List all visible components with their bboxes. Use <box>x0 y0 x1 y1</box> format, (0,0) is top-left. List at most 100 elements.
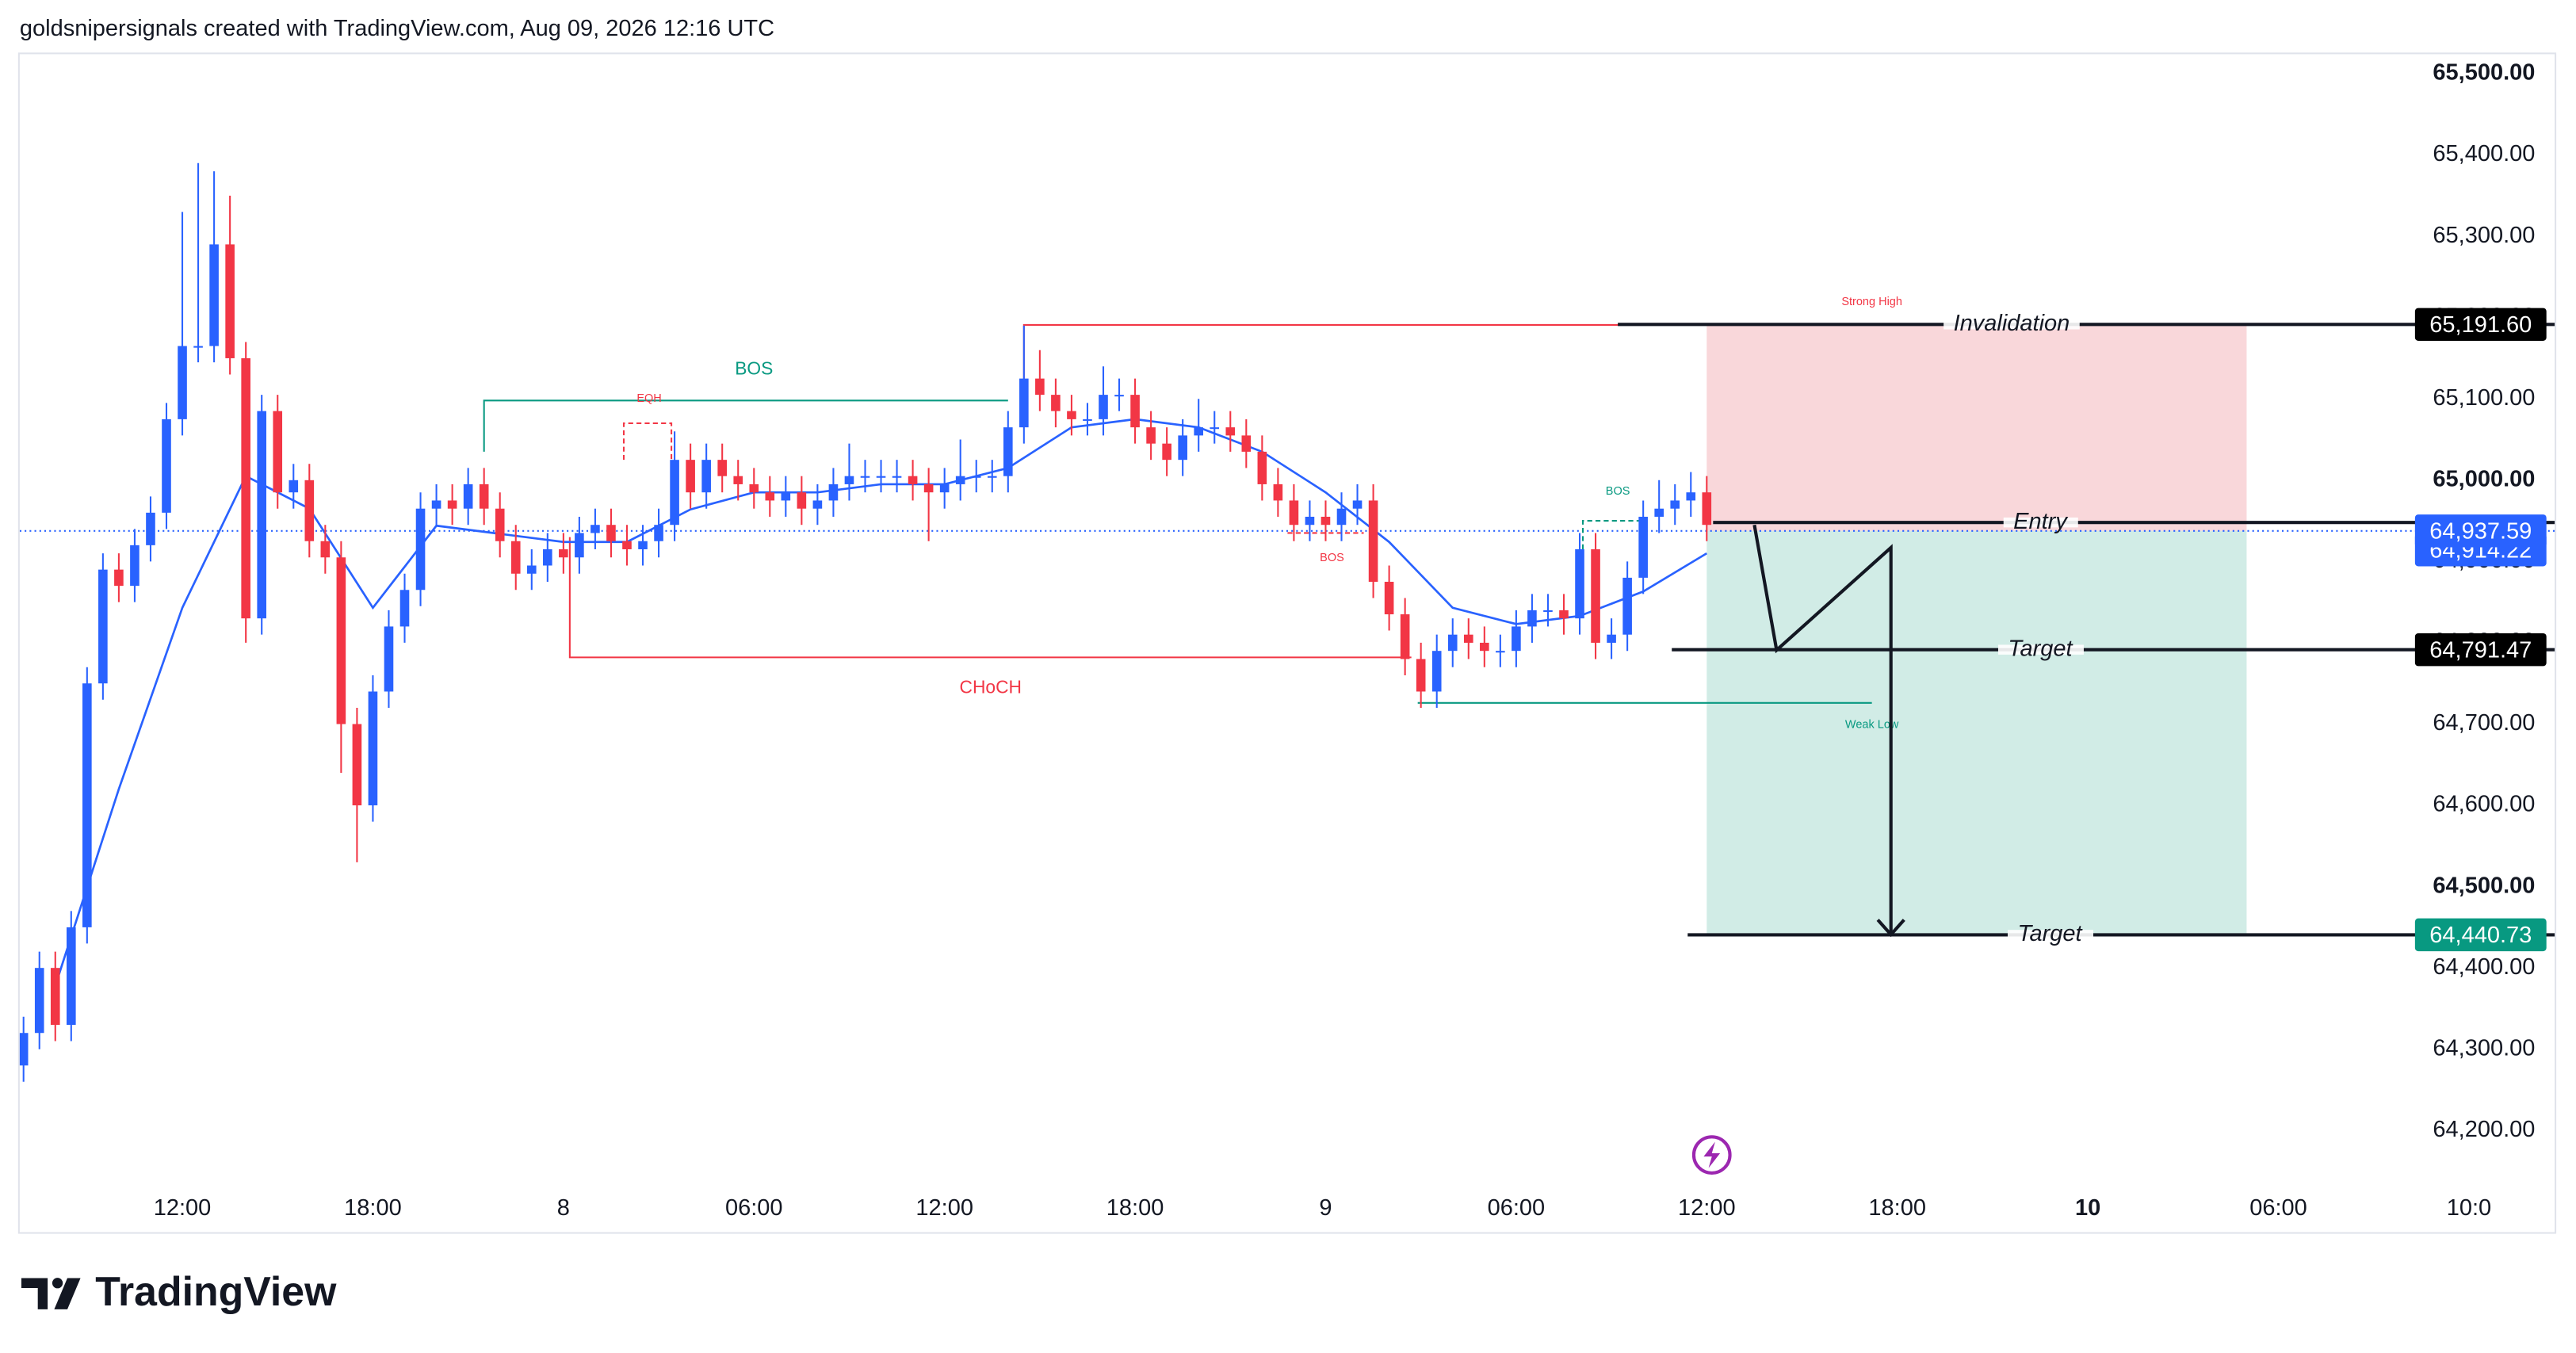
structure-label: CHoCH <box>960 676 1022 697</box>
y-tick-label: 65,000.00 <box>2433 466 2535 491</box>
candle-body <box>304 480 315 541</box>
candle-body <box>1305 516 1315 526</box>
candle-body <box>1336 508 1347 526</box>
candle-body <box>1083 419 1092 421</box>
x-tick-label: 8 <box>557 1195 570 1221</box>
candle-body <box>209 244 219 346</box>
candle-body <box>1178 435 1187 461</box>
candle-body <box>749 483 759 493</box>
structure-label: BOS <box>1320 552 1344 564</box>
candle-body <box>1225 427 1236 436</box>
header: goldsnipersignals created with TradingVi… <box>20 16 774 41</box>
x-tick-label: 10:0 <box>2447 1195 2491 1221</box>
candle-body <box>1130 395 1140 428</box>
candle-body <box>923 483 934 493</box>
x-tick-label: 12:00 <box>915 1195 973 1221</box>
candle-body <box>1273 483 1283 501</box>
candle-body <box>717 460 727 476</box>
structure-line <box>1581 520 1647 549</box>
structure-label: BOS <box>735 357 773 378</box>
candle-body <box>1575 548 1584 619</box>
level-label-bg <box>1997 644 2084 655</box>
candle-body <box>162 419 171 513</box>
y-tick-label: 65,100.00 <box>2433 385 2535 411</box>
price-label: 64,937.59 <box>2429 519 2532 545</box>
x-tick-label: 06:00 <box>1488 1195 1546 1221</box>
price-label: 64,440.73 <box>2429 923 2532 948</box>
candle-body <box>781 492 791 501</box>
x-tick-label: 18:00 <box>1106 1195 1164 1221</box>
trade-path-arrow <box>1876 919 1905 938</box>
candle-body <box>1257 451 1267 484</box>
candle-body <box>812 500 823 509</box>
candle-body <box>289 480 299 493</box>
structure-line <box>568 537 1412 659</box>
price-label-bg <box>2414 918 2547 952</box>
candle-body <box>1702 492 1712 526</box>
structure-label: Weak Low <box>1845 718 1899 731</box>
candle-body <box>34 968 44 1034</box>
level-label: Target <box>2017 921 2083 946</box>
level-label-bg <box>2008 930 2093 940</box>
candle-body <box>225 244 235 358</box>
price-label-bg <box>2414 633 2547 667</box>
candle-body <box>130 545 140 587</box>
candle-body <box>1114 395 1124 397</box>
candle-body <box>892 476 902 478</box>
candle-body <box>543 548 552 566</box>
candle-body <box>876 476 886 478</box>
candle-body <box>606 525 616 541</box>
x-tick-label: 18:00 <box>1868 1195 1926 1221</box>
candle-body <box>908 476 918 484</box>
candle-body <box>622 541 632 549</box>
price-label-bg <box>2414 308 2547 342</box>
candle-body <box>273 411 283 493</box>
candle-body <box>1463 634 1473 643</box>
candle-body <box>971 476 981 478</box>
y-tick-label: 65,500.00 <box>2433 60 2535 86</box>
candle-body <box>257 411 267 619</box>
level-label: Target <box>2008 636 2073 661</box>
candle-body <box>336 557 346 724</box>
candle-body <box>1527 610 1537 627</box>
candle-body <box>495 508 505 541</box>
candle-body <box>1384 582 1394 615</box>
candle-body <box>1512 626 1521 652</box>
candle-body <box>50 968 60 1025</box>
candle-body <box>98 569 108 684</box>
plot: BOS EQH CHoCH Strong High Weak Low BOS BOS Inva… <box>19 162 2555 1082</box>
level-label: Entry <box>2013 509 2068 534</box>
structure-label: Strong High <box>1841 296 1902 308</box>
structure-label: EQH <box>636 392 661 405</box>
candle-body <box>1607 634 1616 643</box>
brand-name: TradingView <box>95 1268 337 1314</box>
stop-zone <box>1707 324 2247 531</box>
candle-body <box>828 483 839 501</box>
price-label: 65,191.60 <box>2429 312 2532 338</box>
candle-body <box>797 492 807 509</box>
candle-body <box>415 508 426 591</box>
candle-body <box>1543 610 1553 612</box>
structure-line <box>622 422 673 461</box>
candle-body <box>1210 427 1220 430</box>
candle-body <box>431 500 441 509</box>
candle-body <box>447 500 457 509</box>
candle-body <box>384 626 394 692</box>
x-tick-label: 06:00 <box>725 1195 783 1221</box>
candle-body <box>1067 411 1076 419</box>
level-label-bg <box>1943 319 2080 330</box>
candle-body <box>955 476 965 484</box>
candle-body <box>1622 577 1632 635</box>
x-tick-label: 18:00 <box>344 1195 402 1221</box>
candle-body <box>1194 427 1204 436</box>
y-tick-label: 64,200.00 <box>2433 1117 2535 1142</box>
replay-icon[interactable] <box>1691 1135 1732 1175</box>
y-tick-label: 64,700.00 <box>2433 710 2535 736</box>
candle-body <box>1241 435 1252 452</box>
x-tick-label: 9 <box>1319 1195 1332 1221</box>
candle-body <box>1638 516 1648 578</box>
target-zone <box>1707 530 2247 935</box>
x-tick-label: 06:00 <box>2249 1195 2307 1221</box>
candle-body <box>1416 659 1426 692</box>
